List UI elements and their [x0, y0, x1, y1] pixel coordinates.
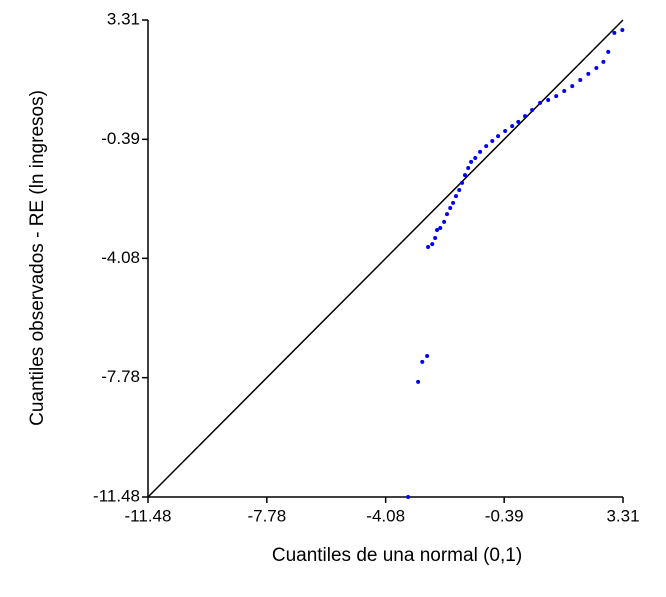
point	[496, 134, 501, 139]
point	[612, 30, 617, 35]
y-tick-label: -4.08	[101, 248, 140, 267]
x-axis-title: Cuantiles de una normal (0,1)	[272, 545, 522, 566]
x-tick-label: -4.08	[366, 506, 405, 525]
point	[473, 156, 478, 161]
point	[442, 219, 447, 224]
point	[460, 180, 465, 185]
point	[478, 149, 483, 154]
point	[546, 97, 551, 102]
y-tick-label: 3.31	[107, 9, 140, 28]
point	[586, 71, 591, 76]
point	[562, 88, 567, 93]
point	[523, 114, 528, 119]
point	[570, 84, 575, 89]
point	[466, 166, 471, 171]
point	[554, 94, 559, 99]
point	[448, 206, 453, 211]
x-tick-label: -0.39	[485, 506, 524, 525]
point	[462, 173, 467, 178]
point	[490, 138, 495, 143]
point	[510, 124, 515, 129]
point	[416, 379, 421, 384]
point	[425, 354, 430, 359]
point	[503, 128, 508, 133]
point	[406, 495, 411, 499]
point	[601, 59, 606, 64]
point	[445, 212, 450, 217]
y-axis-title: Cuantiles observados - RE (ln ingresos)	[27, 90, 48, 426]
point	[420, 359, 425, 364]
x-tick-label: -7.78	[247, 506, 286, 525]
point	[469, 159, 474, 164]
point	[426, 245, 431, 250]
point	[620, 27, 625, 32]
point	[538, 100, 543, 105]
reference-line	[147, 19, 624, 498]
point	[453, 194, 458, 199]
point	[484, 144, 489, 149]
point	[530, 107, 535, 112]
x-tick-label: 3.31	[606, 506, 639, 525]
point	[516, 119, 521, 124]
point	[433, 236, 438, 241]
y-tick-label: -11.48	[93, 486, 140, 505]
point	[430, 242, 435, 247]
point	[435, 227, 440, 232]
y-tick-label: -0.39	[101, 129, 140, 148]
x-tick-label: -11.48	[125, 506, 172, 525]
y-tick-label: -7.78	[101, 367, 140, 386]
point	[438, 226, 443, 231]
point	[578, 77, 583, 82]
point	[606, 49, 611, 54]
point	[451, 200, 456, 205]
point	[457, 187, 462, 192]
point	[594, 66, 599, 71]
